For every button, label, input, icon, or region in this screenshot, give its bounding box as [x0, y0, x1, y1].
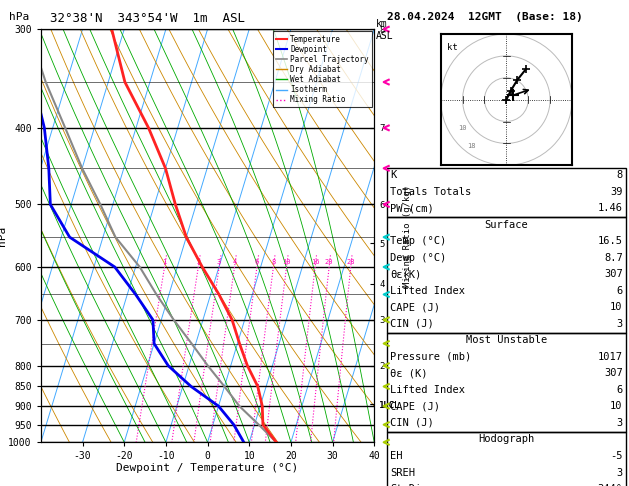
- Text: Temp (°C): Temp (°C): [390, 236, 446, 246]
- Text: 10: 10: [459, 125, 467, 131]
- Y-axis label: Mixing Ratio (g/kg): Mixing Ratio (g/kg): [403, 185, 413, 287]
- Text: 1.46: 1.46: [598, 203, 623, 213]
- Text: K: K: [390, 170, 396, 180]
- Text: StmDir: StmDir: [390, 484, 428, 486]
- Text: 20: 20: [325, 259, 333, 265]
- Text: 307: 307: [604, 269, 623, 279]
- Text: 3: 3: [616, 418, 623, 428]
- X-axis label: Dewpoint / Temperature (°C): Dewpoint / Temperature (°C): [116, 463, 299, 473]
- Text: 6: 6: [616, 286, 623, 296]
- Text: 307: 307: [604, 368, 623, 379]
- Text: CIN (J): CIN (J): [390, 319, 434, 329]
- Text: 39: 39: [610, 187, 623, 197]
- Text: km
ASL: km ASL: [376, 19, 394, 41]
- Text: Most Unstable: Most Unstable: [465, 335, 547, 346]
- Text: 344°: 344°: [598, 484, 623, 486]
- Legend: Temperature, Dewpoint, Parcel Trajectory, Dry Adiabat, Wet Adiabat, Isotherm, Mi: Temperature, Dewpoint, Parcel Trajectory…: [273, 32, 372, 107]
- Text: Pressure (mb): Pressure (mb): [390, 352, 471, 362]
- Text: 1: 1: [162, 259, 167, 265]
- Text: 32°38'N  343°54'W  1m  ASL: 32°38'N 343°54'W 1m ASL: [50, 12, 245, 25]
- Text: 28.04.2024  12GMT  (Base: 18): 28.04.2024 12GMT (Base: 18): [387, 12, 582, 22]
- Text: Surface: Surface: [484, 220, 528, 230]
- Text: 18: 18: [467, 143, 476, 149]
- Text: 1017: 1017: [598, 352, 623, 362]
- Text: 4: 4: [232, 259, 237, 265]
- Text: SREH: SREH: [390, 468, 415, 478]
- Y-axis label: hPa: hPa: [0, 226, 7, 246]
- Text: 10: 10: [610, 401, 623, 412]
- Text: θε (K): θε (K): [390, 368, 428, 379]
- Text: 3: 3: [616, 319, 623, 329]
- Text: 2: 2: [196, 259, 201, 265]
- Text: Lifted Index: Lifted Index: [390, 385, 465, 395]
- Text: 16: 16: [311, 259, 320, 265]
- Text: 8: 8: [271, 259, 276, 265]
- Text: EH: EH: [390, 451, 403, 461]
- Text: PW (cm): PW (cm): [390, 203, 434, 213]
- Text: 3: 3: [217, 259, 221, 265]
- Text: Dewp (°C): Dewp (°C): [390, 253, 446, 263]
- Text: CAPE (J): CAPE (J): [390, 302, 440, 312]
- Text: Lifted Index: Lifted Index: [390, 286, 465, 296]
- Text: -5: -5: [610, 451, 623, 461]
- Text: hPa: hPa: [9, 12, 30, 22]
- Text: Totals Totals: Totals Totals: [390, 187, 471, 197]
- Text: 10: 10: [282, 259, 291, 265]
- Text: 8: 8: [616, 170, 623, 180]
- Text: 8.7: 8.7: [604, 253, 623, 263]
- Text: Hodograph: Hodograph: [478, 434, 535, 445]
- Text: 6: 6: [616, 385, 623, 395]
- Text: CAPE (J): CAPE (J): [390, 401, 440, 412]
- Text: kt: kt: [447, 43, 458, 52]
- Text: 10: 10: [610, 302, 623, 312]
- Text: CIN (J): CIN (J): [390, 418, 434, 428]
- Text: 16.5: 16.5: [598, 236, 623, 246]
- Text: θε(K): θε(K): [390, 269, 421, 279]
- Text: 28: 28: [347, 259, 355, 265]
- Text: 6: 6: [255, 259, 259, 265]
- Text: 3: 3: [616, 468, 623, 478]
